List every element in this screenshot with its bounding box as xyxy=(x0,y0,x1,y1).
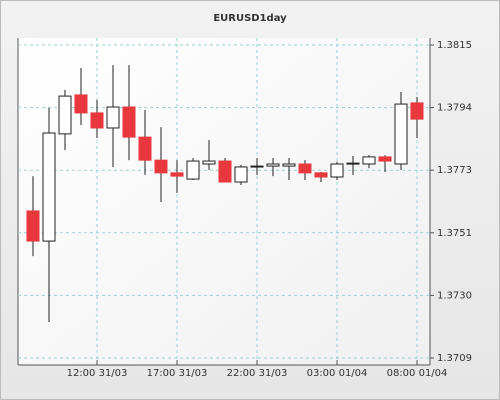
candle-body xyxy=(170,172,184,177)
candle-body xyxy=(410,102,424,120)
candle-body xyxy=(218,160,232,183)
x-tick-label: 03:00 01/04 xyxy=(307,368,368,379)
y-tick-label: 1.3709 xyxy=(437,353,472,364)
y-tick-label: 1.3815 xyxy=(437,40,472,51)
y-tick-label: 1.3751 xyxy=(437,228,472,239)
x-tick-label: 08:00 01/04 xyxy=(387,368,448,379)
candle-body xyxy=(122,106,136,138)
plot-area xyxy=(18,38,430,365)
candle-body xyxy=(74,94,88,114)
candle-body xyxy=(234,166,248,183)
candle-body xyxy=(250,165,264,168)
candle-body xyxy=(106,106,120,129)
candle-body xyxy=(346,162,360,165)
candle-body xyxy=(298,163,312,174)
candle-body xyxy=(154,159,168,174)
x-tick-label: 17:00 31/03 xyxy=(147,368,208,379)
candle-body xyxy=(266,163,280,167)
candle-body xyxy=(26,210,40,242)
y-tick-label: 1.3773 xyxy=(437,165,472,176)
candle-body xyxy=(378,156,392,162)
x-tick-label: 12:00 31/03 xyxy=(67,368,128,379)
candle-body xyxy=(138,136,152,161)
candle-body xyxy=(202,160,216,165)
chart-title: EURUSD1day xyxy=(213,13,287,24)
candle-body xyxy=(58,95,72,135)
candle-body xyxy=(330,163,344,178)
candle-body xyxy=(282,163,296,167)
candle-body xyxy=(186,160,200,180)
candle-body xyxy=(362,156,376,165)
candle-body xyxy=(42,132,56,242)
candle-body xyxy=(394,103,408,165)
candle-body xyxy=(314,172,328,178)
y-tick-label: 1.3794 xyxy=(437,103,472,114)
y-tick-label: 1.3730 xyxy=(437,290,472,301)
candle-body xyxy=(90,112,104,129)
x-tick-label: 22:00 31/03 xyxy=(227,368,288,379)
